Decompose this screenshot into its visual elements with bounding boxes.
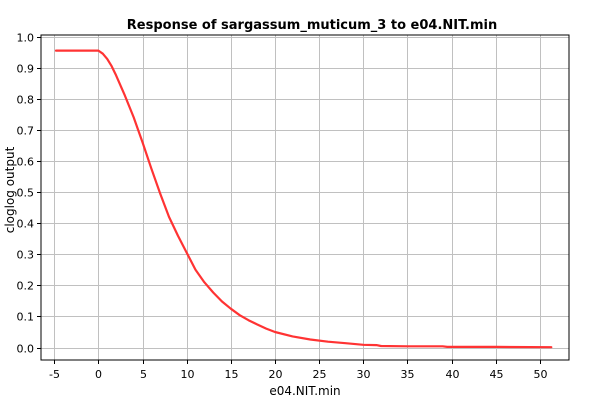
y-tick-label: 0.2 [17, 280, 35, 293]
y-tick-label: 0.8 [17, 94, 35, 107]
x-tick-label: 50 [534, 368, 548, 381]
x-tick-label: 20 [269, 368, 283, 381]
x-tick-label: -5 [49, 368, 60, 381]
x-tick-label: 0 [95, 368, 102, 381]
grid [41, 35, 569, 360]
x-tick-label: 25 [313, 368, 327, 381]
y-tick-label: 1.0 [17, 32, 35, 45]
axis-ticks: -5 0 5 10 15 20 25 30 35 40 45 50 0.0 0.1 0.2 0.3 0.4 0.5… [17, 32, 548, 382]
x-tick-label: 30 [357, 368, 371, 381]
plot-area [41, 35, 569, 360]
x-tick-label: 5 [140, 368, 147, 381]
x-tick-label: 45 [490, 368, 504, 381]
x-tick-label: 40 [446, 368, 460, 381]
x-axis-label: e04.NIT.min [269, 384, 340, 398]
x-tick-label: 15 [225, 368, 239, 381]
y-tick-label: 0.5 [17, 187, 35, 200]
y-tick-label: 0.0 [17, 343, 35, 356]
series-line [54, 49, 553, 349]
chart-title: Response of sargassum_muticum_3 to e04.N… [127, 18, 497, 33]
y-axis-label: cloglog output [3, 146, 17, 233]
y-tick-label: 0.3 [17, 249, 35, 262]
y-tick-label: 0.7 [17, 125, 35, 138]
x-tick-label: 35 [401, 368, 415, 381]
y-tick-label: 0.9 [17, 63, 35, 76]
plot-frame [40, 34, 570, 361]
y-tick-label: 0.6 [17, 156, 35, 169]
y-tick-label: 0.1 [17, 311, 35, 324]
series-layer [54, 49, 553, 349]
x-tick-label: 10 [181, 368, 195, 381]
y-tick-label: 0.4 [17, 218, 35, 231]
